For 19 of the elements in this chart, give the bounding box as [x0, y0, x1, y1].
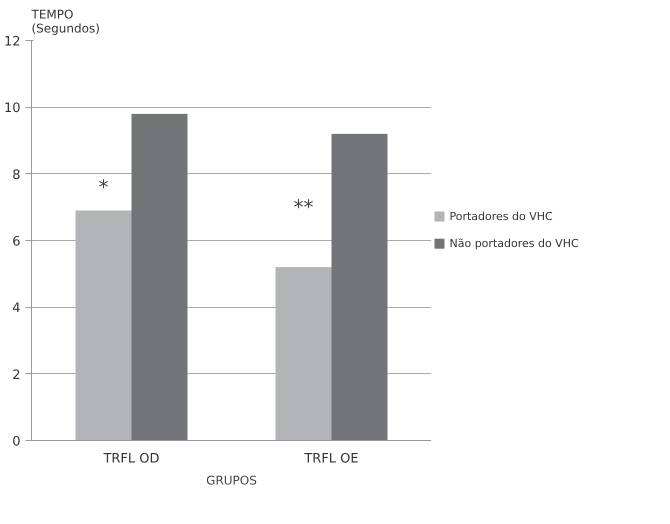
- legend-label: Portadores do VHC: [450, 210, 554, 223]
- y-axis-title: TEMPO (Segundos): [30, 8, 100, 36]
- y-tick-label: 2: [12, 368, 21, 383]
- y-tick-label: 10: [4, 101, 21, 116]
- y-tick-label: 4: [12, 301, 21, 316]
- bar: [276, 267, 332, 440]
- annotation: **: [294, 195, 314, 220]
- x-tick-label: TRFL OD: [102, 452, 160, 466]
- bar: [332, 134, 388, 440]
- y-tick-label: 6: [12, 234, 21, 250]
- y-tick-label: 0: [12, 434, 21, 450]
- y-tick-label: 12: [4, 34, 21, 50]
- annotation: *: [98, 175, 108, 200]
- y-tick-label: 8: [12, 168, 21, 183]
- bar: [132, 114, 188, 440]
- legend-label: Não portadores do VHC: [450, 237, 579, 250]
- bar: [76, 210, 132, 440]
- x-axis-title: GRUPOS: [206, 474, 257, 488]
- x-tick-label: TRFL OE: [303, 452, 359, 466]
